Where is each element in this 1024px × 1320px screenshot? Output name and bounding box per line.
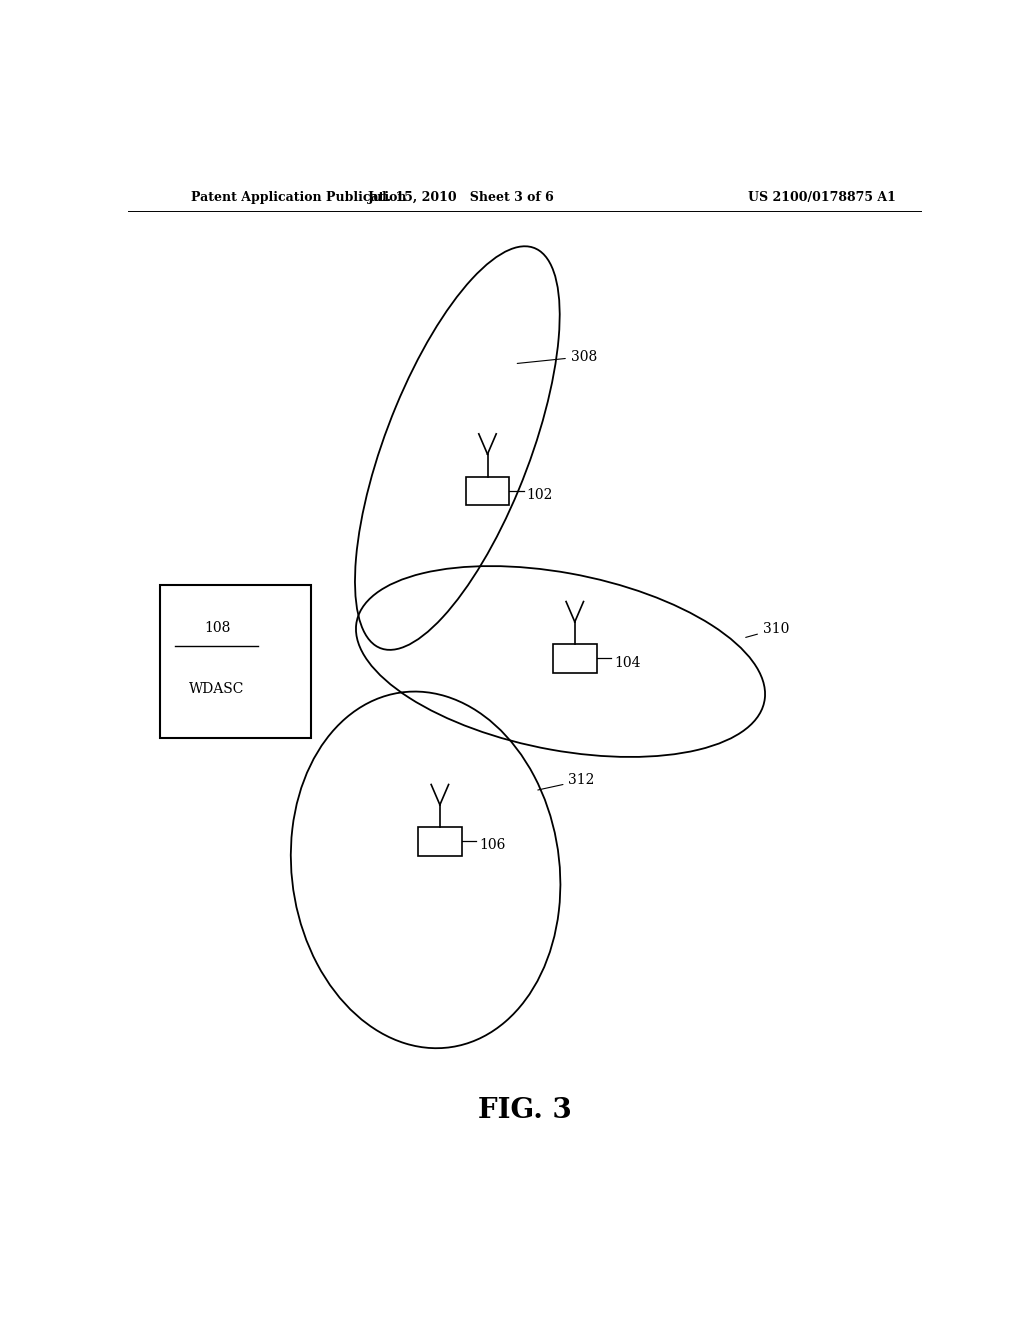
Text: 106: 106 <box>479 838 506 853</box>
Text: 104: 104 <box>614 656 641 669</box>
Bar <box>553 644 597 673</box>
Text: 310: 310 <box>745 622 790 638</box>
Text: US 2100/0178875 A1: US 2100/0178875 A1 <box>749 191 896 203</box>
Text: WDASC: WDASC <box>189 682 245 696</box>
Text: 312: 312 <box>538 774 595 789</box>
Bar <box>160 585 310 738</box>
Text: FIG. 3: FIG. 3 <box>478 1097 571 1125</box>
Text: Jul. 15, 2010   Sheet 3 of 6: Jul. 15, 2010 Sheet 3 of 6 <box>368 191 555 203</box>
Text: Patent Application Publication: Patent Application Publication <box>191 191 407 203</box>
Text: 108: 108 <box>204 620 230 635</box>
Text: 308: 308 <box>517 350 597 363</box>
Bar <box>466 477 509 506</box>
Bar <box>418 828 462 855</box>
Text: 102: 102 <box>526 488 553 502</box>
